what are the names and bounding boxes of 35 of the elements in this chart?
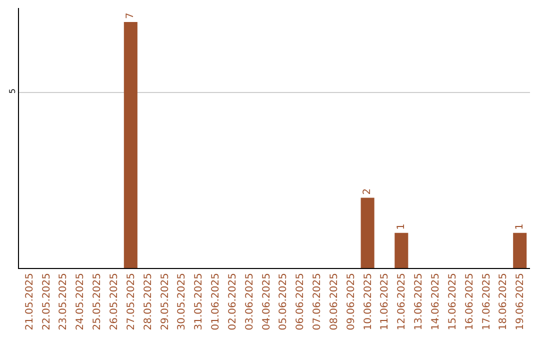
x-tick-label: 02.06.2025 — [227, 273, 238, 330]
x-tick-label: 08.06.2025 — [328, 273, 340, 330]
x-tick-label: 19.06.2025 — [515, 273, 526, 330]
x-tick-label: 14.06.2025 — [430, 273, 442, 330]
x-tick-label: 07.06.2025 — [312, 273, 324, 330]
data-label: 7 — [125, 12, 136, 20]
x-tick-label: 11.06.2025 — [380, 273, 391, 330]
x-tick-label: 30.05.2025 — [176, 273, 188, 330]
x-tick-label: 23.05.2025 — [58, 273, 70, 330]
data-label: 2 — [362, 188, 374, 195]
x-tick-label: 29.05.2025 — [160, 273, 171, 330]
x-tick-label: 21.05.2025 — [24, 273, 36, 330]
x-tick-label: 18.06.2025 — [498, 273, 510, 330]
x-tick-label: 24.05.2025 — [75, 273, 86, 330]
data-label: 1 — [396, 223, 407, 230]
x-tick-label: 31.05.2025 — [194, 273, 205, 330]
y-tick-label: 5 — [8, 88, 17, 94]
x-tick-label: 04.06.2025 — [261, 273, 272, 330]
x-tick-label: 25.05.2025 — [92, 273, 104, 330]
x-tick-label: 26.05.2025 — [109, 273, 120, 330]
x-tick-label: 06.06.2025 — [295, 273, 306, 330]
x-tick-label: 16.06.2025 — [464, 273, 476, 330]
x-tick-label: 10.06.2025 — [362, 273, 374, 330]
x-tick-label: 15.06.2025 — [447, 273, 458, 330]
x-tick-label: 27.05.2025 — [126, 273, 137, 330]
x-tick-label: 22.05.2025 — [41, 273, 52, 330]
x-tick-label: 12.06.2025 — [396, 273, 408, 330]
x-tick-label: 01.06.2025 — [210, 273, 222, 330]
data-label: 1 — [514, 223, 526, 230]
x-tick-label: 03.06.2025 — [244, 273, 256, 330]
x-tick-label: 09.06.2025 — [346, 273, 357, 330]
x-tick-label: 28.05.2025 — [142, 273, 154, 330]
x-tick-label: 17.06.2025 — [481, 273, 492, 330]
x-tick-label: 05.06.2025 — [278, 273, 290, 330]
x-tick-label: 13.06.2025 — [414, 273, 425, 330]
